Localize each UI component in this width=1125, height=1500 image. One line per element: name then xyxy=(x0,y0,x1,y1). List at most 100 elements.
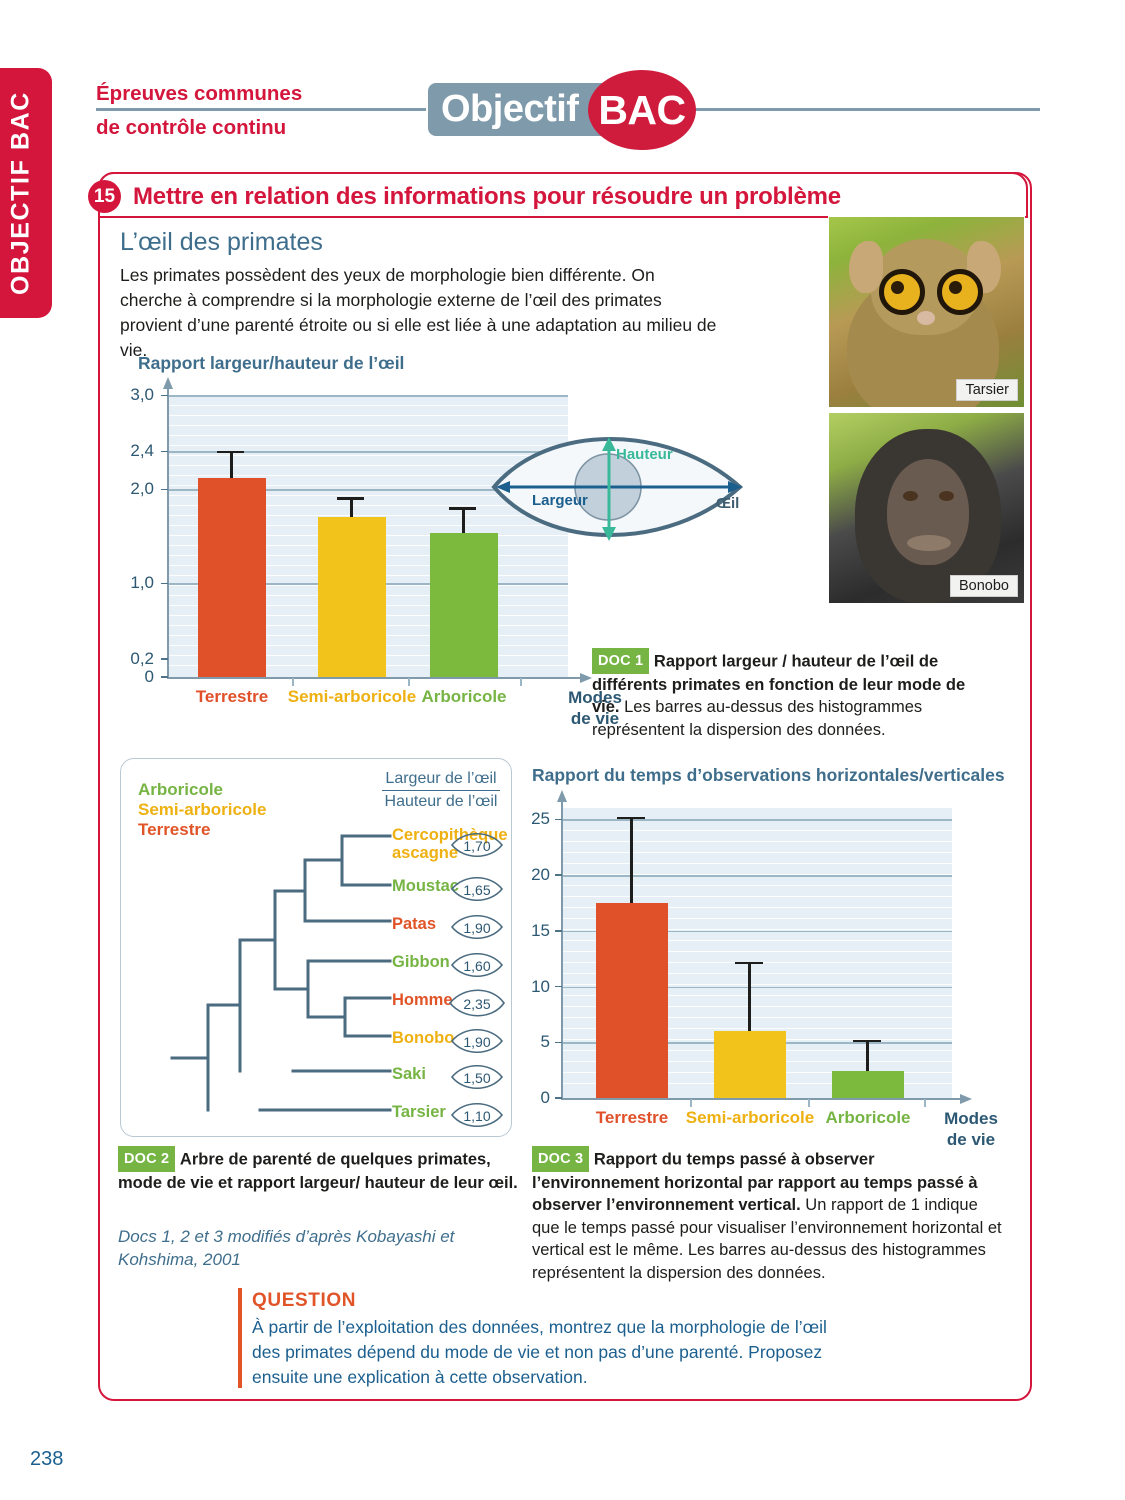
bar-terrestre xyxy=(198,477,266,677)
tree-legend-semi-arboricole: Semi-arboricole xyxy=(138,800,267,819)
tree-ratio-saki: 1,50 xyxy=(450,1064,504,1092)
logo-bac-text: BAC xyxy=(598,87,686,133)
doc3-tag: DOC 3 xyxy=(532,1146,590,1172)
errorbar2-terrestre xyxy=(630,819,633,903)
section-title: L’œil des primates xyxy=(120,228,323,256)
bonobo-photo: Bonobo xyxy=(828,412,1025,604)
errorcap-arboricole xyxy=(449,507,476,510)
section-intro: Les primates possèdent des yeux de morph… xyxy=(120,265,717,360)
tree-leaf-label-saki: Saki xyxy=(392,1065,426,1083)
chart1-y-axis xyxy=(167,381,169,677)
tree-ratio-cercopitheque: 1,70 xyxy=(450,832,504,860)
tree-ratio-badges xyxy=(448,833,505,1127)
doc2-tag: DOC 2 xyxy=(118,1146,176,1172)
chart1-x-arrow xyxy=(580,673,592,683)
doc3-caption-rest: Un rapport de 1 indique que le temps pas… xyxy=(532,1196,1002,1282)
eye-schematic: Hauteur Largeur Œil xyxy=(491,437,744,541)
chart2-x-axis-label: Modes de vie xyxy=(936,1108,1006,1150)
tree-leaf-label-patas: Patas xyxy=(392,915,437,933)
gridline-20 xyxy=(562,875,952,877)
tree-leaf-label-tarsier: Tarsier xyxy=(392,1103,446,1121)
gridline-15 xyxy=(562,930,952,933)
doc1-caption-rest: Les barres au-dessus des histogrammes re… xyxy=(592,698,923,739)
doc1-caption: DOC 1 Rapport largeur / hauteur de l’œil… xyxy=(592,648,992,741)
tree-branches xyxy=(170,834,392,1112)
header-rule-left xyxy=(96,108,426,111)
errorcap2-semi-arboricole xyxy=(735,961,763,965)
bar2-terrestre xyxy=(596,902,668,1098)
header-subtitle: Épreuves communes de contrôle continu xyxy=(96,83,426,139)
chart2-ytick-15: 15 xyxy=(531,920,550,940)
chart2-x-axis xyxy=(561,1098,961,1100)
tree-legend-arboricole: Arboricole xyxy=(138,780,224,799)
chart1-bar-chart: 0 0,2 1,0 2,0 2,4 3,0 Terrestre Semi-arb… xyxy=(130,377,622,728)
doc3-caption: DOC 3 Rapport du temps passé à observer … xyxy=(532,1146,1002,1284)
errorbar2-semi-arboricole xyxy=(748,964,751,1032)
tree-ratio-value: 1,65 xyxy=(463,882,491,898)
doc1-caption-bold: Rapport largeur / hauteur de l’œil de di… xyxy=(592,652,966,717)
chart1-ytick-3: 3,0 xyxy=(130,385,154,404)
side-tab-label: OBJECTIF BAC xyxy=(6,91,35,295)
doc3-caption-bold: Rapport du temps passé à observer l’envi… xyxy=(532,1150,978,1215)
chart2-x-arrow xyxy=(960,1094,972,1104)
chart2-y-axis xyxy=(561,794,563,1098)
eye-height-label: Hauteur xyxy=(616,446,673,463)
errorcap2-terrestre xyxy=(617,816,645,820)
bar-semi-arboricole xyxy=(318,517,386,677)
source-credit: Docs 1, 2 et 3 modifiés d’après Kobayash… xyxy=(118,1227,455,1269)
tree-leaf-label-cercopitheque: Cercopithèque ascagne xyxy=(392,826,508,862)
bar2-arboricole xyxy=(832,1071,904,1098)
tree-ratio-gibbon: 1,60 xyxy=(450,952,504,980)
chart2-ytick-25: 25 xyxy=(531,809,550,829)
tree-ratio-homme: 2,35 xyxy=(450,990,504,1018)
header-line-2: de contrôle continu xyxy=(96,115,287,139)
doc2-caption-bold: Arbre de parenté de quelques primates, m… xyxy=(118,1150,518,1192)
question-title: QUESTION xyxy=(252,1290,357,1311)
chart2-ytick-10: 10 xyxy=(531,976,550,996)
tarsier-photo: Tarsier xyxy=(828,216,1025,408)
bar-arboricole xyxy=(430,533,498,677)
gridline-2-4 xyxy=(168,451,568,453)
errorcap2-arboricole xyxy=(853,1039,881,1043)
eye-width-label: Largeur xyxy=(532,492,588,509)
tree-ratio-moustac: 1,65 xyxy=(450,876,504,904)
chart1-category-terrestre: Terrestre xyxy=(195,687,269,706)
tarsier-photo-caption: Tarsier xyxy=(956,379,1018,401)
chart2-ytick-5: 5 xyxy=(540,1032,550,1052)
chart1-ytick-1: 1,0 xyxy=(130,573,154,592)
logo-objectif-text: Objectif xyxy=(441,88,579,130)
logo-circle xyxy=(588,70,696,150)
chart2-category-semi-arboricole: Semi-arboricole xyxy=(685,1108,815,1127)
tree-leaf-label-bonobo: Bonobo xyxy=(392,1029,455,1047)
exercise-title: Mettre en relation des informations pour… xyxy=(133,183,841,210)
chart2-category-arboricole: Arboricole xyxy=(825,1108,911,1127)
tree-leaf-label-homme: Homme xyxy=(392,991,453,1009)
exercise-number-badge: 15 xyxy=(88,180,121,213)
question-text: À partir de l’exploitation des données, … xyxy=(252,1317,827,1387)
doc2-caption: DOC 2 Arbre de parenté de quelques prima… xyxy=(118,1146,518,1194)
phylogenetic-tree-box xyxy=(120,758,512,1137)
errorcap-terrestre xyxy=(217,450,244,454)
tree-ratio-value: 1,90 xyxy=(463,1034,491,1050)
gridline-10 xyxy=(562,986,952,989)
tree-ratio-value: 1,60 xyxy=(463,958,491,974)
chart1-title: Rapport largeur/hauteur de l’œil xyxy=(138,353,405,373)
gridline-25 xyxy=(562,819,952,821)
gridline-2 xyxy=(168,489,568,491)
errorbar-semi-arboricole xyxy=(350,497,353,518)
gridline-3 xyxy=(168,395,568,397)
objectif-bac-side-tab: OBJECTIF BAC xyxy=(0,68,52,318)
header-rule-right xyxy=(690,108,1040,111)
chart2-ytick-20: 20 xyxy=(531,865,550,884)
tree-ratio-bonobo: 1,90 xyxy=(450,1028,504,1056)
errorbar-arboricole xyxy=(462,507,465,534)
tree-leaf-label-gibbon: Gibbon xyxy=(392,953,450,971)
chart2-x-axis-label-text: Modes de vie xyxy=(944,1109,998,1149)
chart1-ytick-2: 2,0 xyxy=(130,479,154,498)
chart2-category-terrestre: Terrestre xyxy=(595,1108,669,1127)
tree-ratio-value: 1,70 xyxy=(463,838,491,854)
chart2-title: Rapport du temps d’observations horizont… xyxy=(532,765,1005,785)
errorbar-terrestre xyxy=(230,452,233,478)
chart1-y-arrow xyxy=(163,377,173,389)
tree-ratio-value: 1,50 xyxy=(463,1070,491,1086)
